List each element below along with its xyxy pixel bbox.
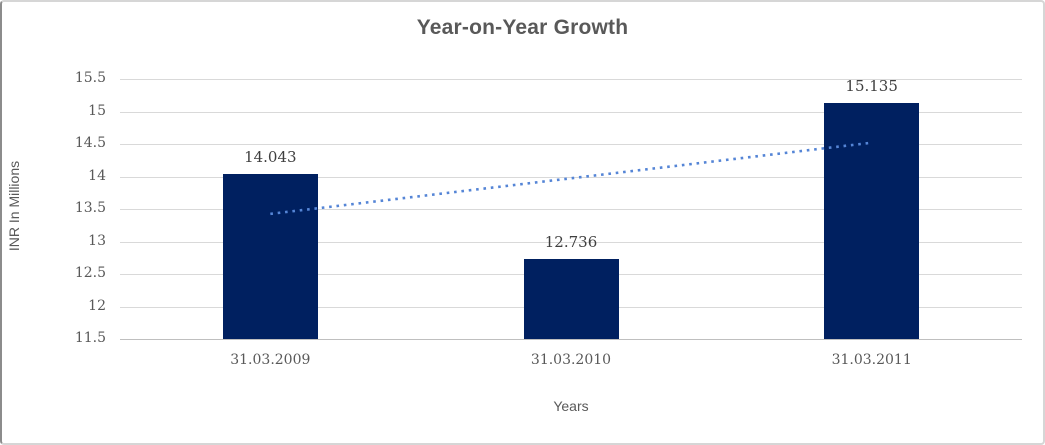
bar-value-label: 12.736 — [544, 232, 598, 251]
y-tick-label: 13 — [88, 232, 106, 249]
gridline — [120, 111, 1022, 113]
x-tick-label: 31.03.2011 — [831, 352, 912, 368]
y-tick-label: 15.5 — [74, 70, 106, 86]
chart-title: Year-on-Year Growth — [416, 16, 629, 39]
y-tick-label: 13.5 — [74, 200, 106, 216]
x-tick-label: 31.03.2009 — [230, 352, 311, 368]
y-tick-label: 14 — [88, 167, 106, 184]
x-tick-label: 31.03.2010 — [530, 352, 612, 368]
x-axis-line — [120, 339, 1022, 340]
bar-value-label: 14.043 — [244, 147, 297, 166]
bar-31.03.2010 — [523, 258, 619, 339]
gridline — [120, 241, 1022, 243]
y-tick-label: 11.5 — [74, 330, 106, 346]
y-tick-label: 12.5 — [74, 265, 106, 281]
bar-31.03.2011 — [824, 102, 920, 339]
y-tick-label: 12 — [88, 297, 106, 314]
y-tick-label: 15 — [88, 102, 106, 119]
x-axis-title: Years — [553, 398, 589, 414]
gridline — [120, 79, 1022, 80]
bar-value-label: 15.135 — [845, 76, 898, 95]
y-tick-label: 14.5 — [74, 135, 106, 151]
bar-31.03.2009 — [222, 173, 318, 339]
